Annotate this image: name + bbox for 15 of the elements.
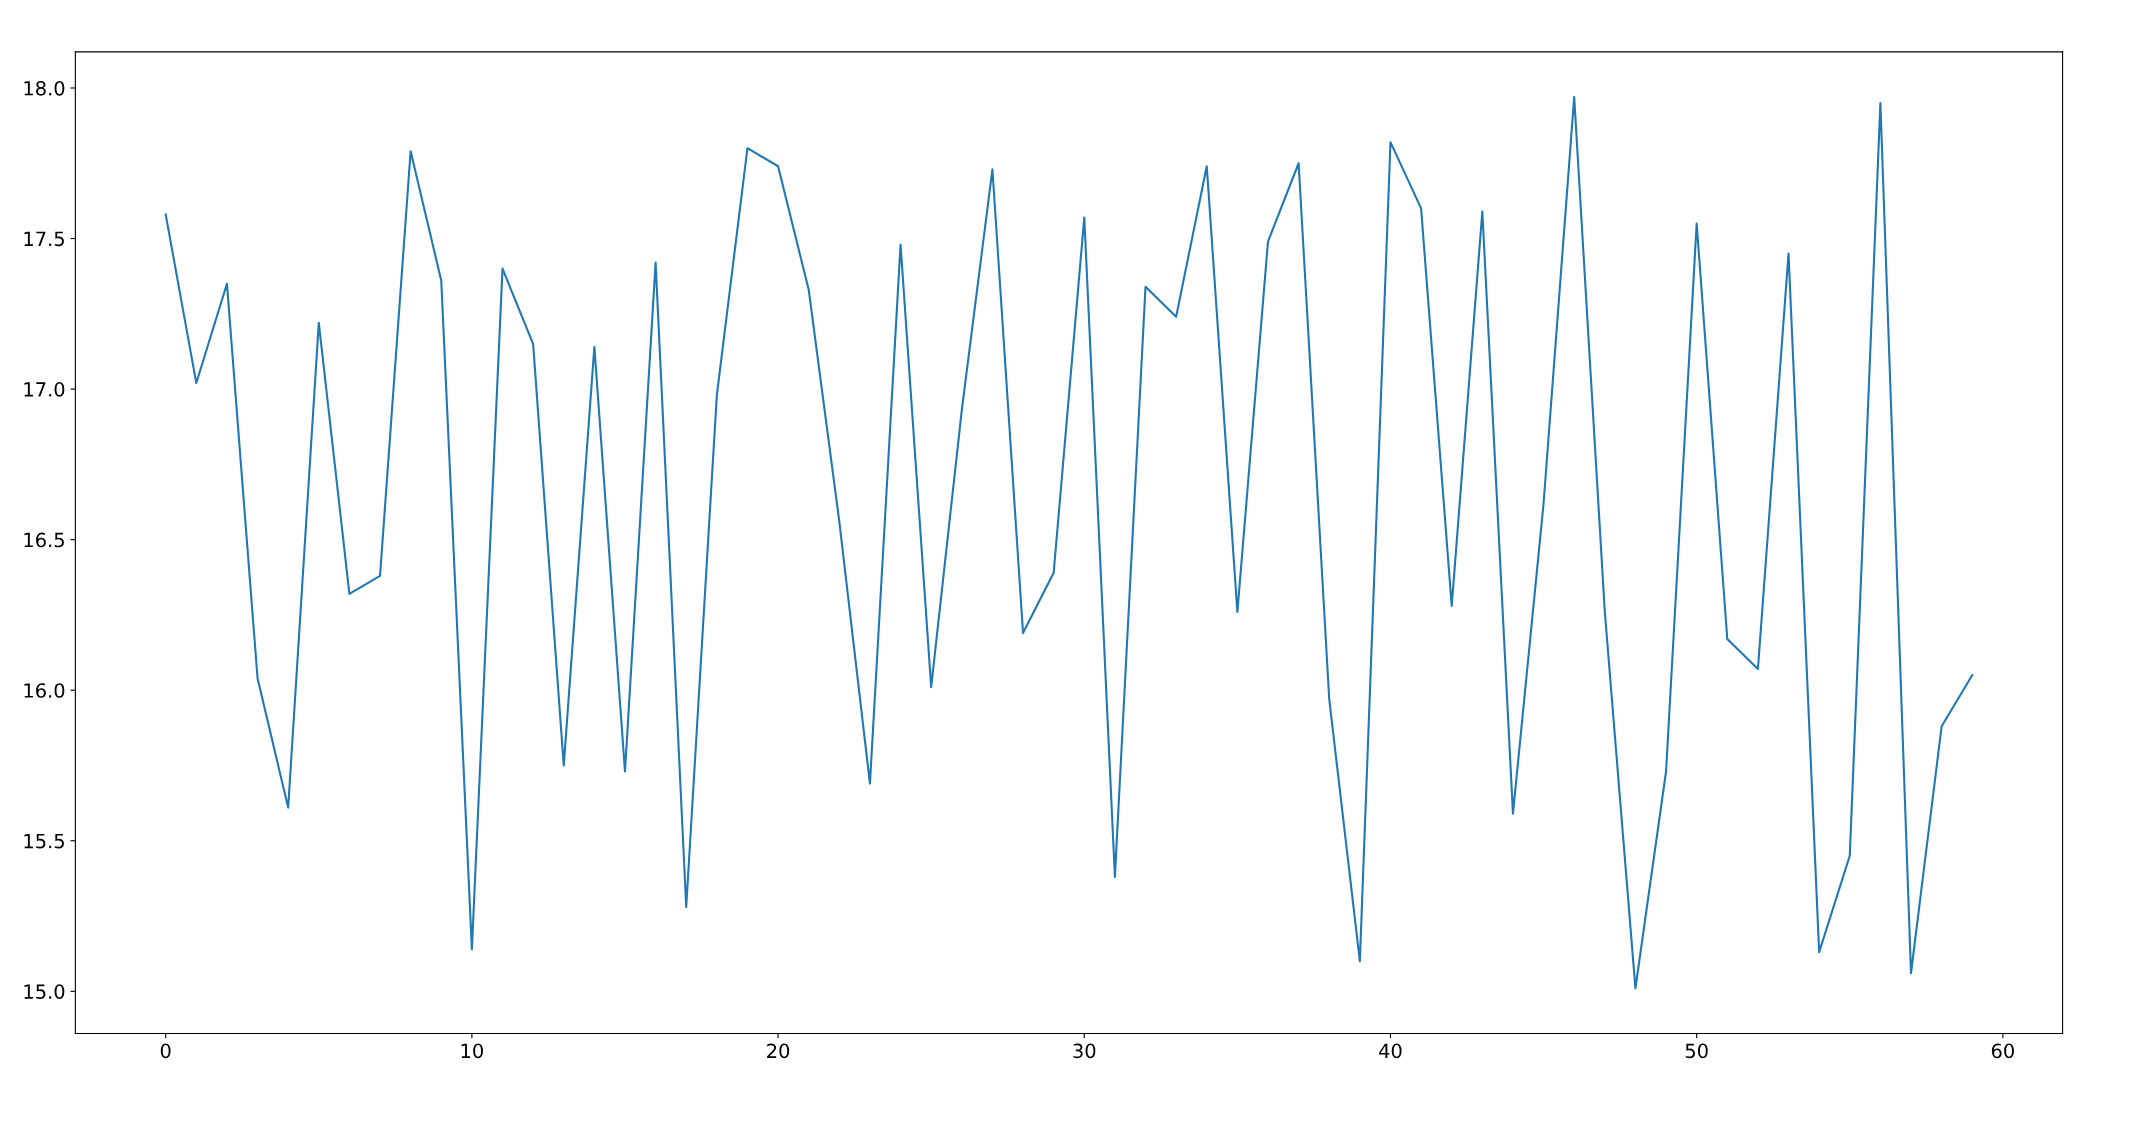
x-tick-label: 10	[461, 1043, 483, 1059]
line-series	[164, 95, 1974, 990]
y-tick-label: 16.0	[24, 683, 65, 698]
y-tick-label: 16.5	[24, 532, 64, 548]
y-tick-label: 15.5	[24, 833, 64, 849]
x-tick-label: 50	[1685, 1043, 1708, 1059]
x-tick-label: 60	[1991, 1043, 2014, 1059]
y-tick-label: 17.0	[24, 382, 65, 397]
x-tick-label: 20	[767, 1043, 790, 1059]
x-tick-label: 40	[1379, 1043, 1402, 1059]
x-tick-label: 0	[160, 1043, 171, 1059]
y-tick-label: 18.0	[24, 80, 65, 96]
y-tick-label: 15.0	[24, 984, 65, 999]
x-tick-label: 30	[1073, 1043, 1096, 1059]
y-tick-label: 17.5	[24, 231, 64, 247]
